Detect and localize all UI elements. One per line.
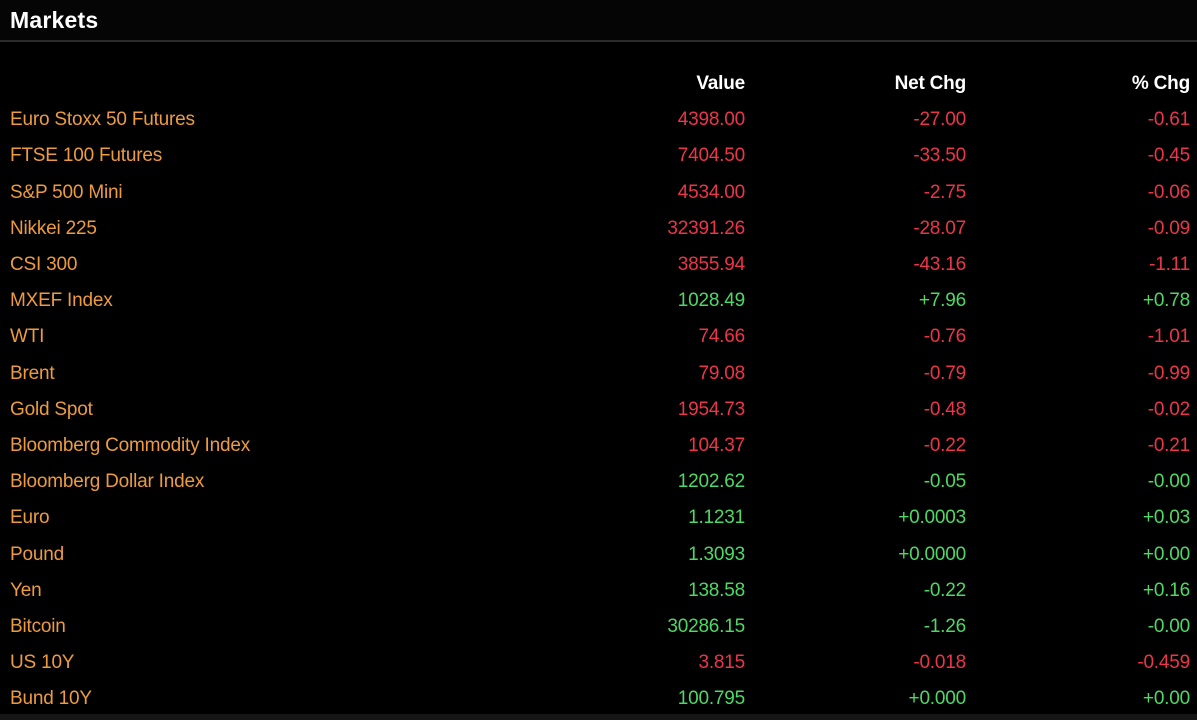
- row-label: Yen: [10, 579, 42, 601]
- table-row[interactable]: MXEF Index 1028.49 +7.96 +0.78: [0, 283, 1197, 319]
- row-label: Gold Spot: [10, 398, 93, 420]
- row-value: 3.815: [698, 652, 745, 674]
- table-body: Euro Stoxx 50 Futures 4398.00 -27.00 -0.61 F…: [0, 102, 1197, 717]
- row-pct-chg: -0.06: [1147, 181, 1191, 203]
- row-net-chg: -0.48: [923, 398, 967, 420]
- row-value: 4534.00: [677, 181, 745, 203]
- row-label: Euro Stoxx 50 Futures: [10, 109, 195, 131]
- row-value: 74.66: [698, 326, 745, 348]
- row-net-chg: -28.07: [913, 217, 966, 239]
- row-value: 7404.50: [677, 145, 745, 167]
- row-pct-chg: -0.45: [1147, 145, 1191, 167]
- row-net-chg: -0.79: [923, 362, 967, 384]
- row-label: Bund 10Y: [10, 688, 92, 710]
- row-net-chg: -0.22: [923, 434, 967, 456]
- table-row[interactable]: Bund 10Y 100.795 +0.000 +0.00: [0, 681, 1197, 717]
- row-pct-chg: -1.01: [1147, 326, 1191, 348]
- row-value: 1202.62: [677, 471, 745, 493]
- row-value: 79.08: [698, 362, 745, 384]
- row-value: 1028.49: [677, 290, 745, 312]
- row-pct-chg: +0.03: [1142, 507, 1190, 529]
- row-pct-chg: +0.00: [1142, 543, 1190, 565]
- row-net-chg: -2.75: [923, 181, 967, 203]
- row-value: 100.795: [677, 688, 745, 710]
- row-label: Pound: [10, 543, 64, 565]
- row-pct-chg: -0.61: [1147, 109, 1191, 131]
- row-label: FTSE 100 Futures: [10, 145, 163, 167]
- page-title: Markets: [10, 6, 99, 33]
- row-label: S&P 500 Mini: [10, 181, 123, 203]
- table-row[interactable]: Bitcoin 30286.15 -1.26 -0.00: [0, 609, 1197, 645]
- row-net-chg: +0.0000: [898, 543, 966, 565]
- row-pct-chg: -0.99: [1147, 362, 1191, 384]
- row-pct-chg: +0.16: [1142, 579, 1190, 601]
- header-value: Value: [696, 73, 745, 95]
- header-pct-chg: % Chg: [1131, 73, 1190, 95]
- row-label: Brent: [10, 362, 55, 384]
- row-pct-chg: -0.09: [1147, 217, 1191, 239]
- row-net-chg: +0.0003: [898, 507, 966, 529]
- table-row[interactable]: WTI 74.66 -0.76 -1.01: [0, 319, 1197, 355]
- row-net-chg: +0.000: [908, 688, 967, 710]
- bottom-bar: [0, 714, 1197, 720]
- table-row[interactable]: Yen 138.58 -0.22 +0.16: [0, 573, 1197, 609]
- table-row[interactable]: Brent 79.08 -0.79 -0.99: [0, 356, 1197, 392]
- row-label: CSI 300: [10, 254, 78, 276]
- row-net-chg: -0.018: [913, 652, 966, 674]
- row-value: 30286.15: [667, 615, 745, 637]
- table-row[interactable]: Pound 1.3093 +0.0000 +0.00: [0, 536, 1197, 572]
- table-row[interactable]: Bloomberg Commodity Index 104.37 -0.22 -0.2…: [0, 428, 1197, 464]
- row-label: Nikkei 225: [10, 217, 97, 239]
- row-net-chg: +7.96: [918, 290, 966, 312]
- row-pct-chg: -0.02: [1147, 398, 1191, 420]
- row-net-chg: -0.76: [923, 326, 967, 348]
- table-row[interactable]: Bloomberg Dollar Index 1202.62 -0.05 -0.00: [0, 464, 1197, 500]
- table-row[interactable]: Nikkei 225 32391.26 -28.07 -0.09: [0, 211, 1197, 247]
- row-value: 3855.94: [677, 254, 745, 276]
- table-row[interactable]: Euro 1.1231 +0.0003 +0.03: [0, 500, 1197, 536]
- header-net-chg: Net Chg: [894, 73, 967, 95]
- row-pct-chg: -0.00: [1147, 471, 1191, 493]
- row-label: WTI: [10, 326, 45, 348]
- row-pct-chg: -0.21: [1147, 434, 1191, 456]
- row-value: 1954.73: [677, 398, 745, 420]
- row-label: Bitcoin: [10, 615, 66, 637]
- row-label: Bloomberg Dollar Index: [10, 471, 205, 493]
- row-net-chg: -33.50: [913, 145, 966, 167]
- row-pct-chg: -0.00: [1147, 615, 1191, 637]
- row-value: 104.37: [688, 434, 745, 456]
- title-bar: Markets: [0, 0, 1197, 42]
- row-label: Bloomberg Commodity Index: [10, 434, 250, 456]
- row-net-chg: -43.16: [913, 254, 966, 276]
- row-value: 138.58: [688, 579, 745, 601]
- row-label: Euro: [10, 507, 50, 529]
- row-pct-chg: -1.11: [1149, 254, 1190, 276]
- row-label: US 10Y: [10, 652, 75, 674]
- row-net-chg: -0.05: [923, 471, 967, 493]
- row-value: 4398.00: [677, 109, 745, 131]
- markets-table: Value Net Chg % Chg Euro Stoxx 50 Future…: [0, 66, 1197, 717]
- row-value: 32391.26: [667, 217, 745, 239]
- table-row[interactable]: CSI 300 3855.94 -43.16 -1.11: [0, 247, 1197, 283]
- table-row[interactable]: FTSE 100 Futures 7404.50 -33.50 -0.45: [0, 138, 1197, 174]
- row-label: MXEF Index: [10, 290, 113, 312]
- row-pct-chg: -0.459: [1137, 652, 1190, 674]
- row-value: 1.1231: [688, 507, 745, 529]
- row-net-chg: -1.26: [923, 615, 967, 637]
- table-row[interactable]: Euro Stoxx 50 Futures 4398.00 -27.00 -0.61: [0, 102, 1197, 138]
- table-row[interactable]: Gold Spot 1954.73 -0.48 -0.02: [0, 392, 1197, 428]
- table-row[interactable]: S&P 500 Mini 4534.00 -2.75 -0.06: [0, 175, 1197, 211]
- row-pct-chg: +0.78: [1142, 290, 1190, 312]
- row-pct-chg: +0.00: [1142, 688, 1190, 710]
- table-header-row: Value Net Chg % Chg: [0, 66, 1197, 102]
- row-net-chg: -27.00: [913, 109, 966, 131]
- table-row[interactable]: US 10Y 3.815 -0.018 -0.459: [0, 645, 1197, 681]
- row-net-chg: -0.22: [923, 579, 967, 601]
- row-value: 1.3093: [688, 543, 745, 565]
